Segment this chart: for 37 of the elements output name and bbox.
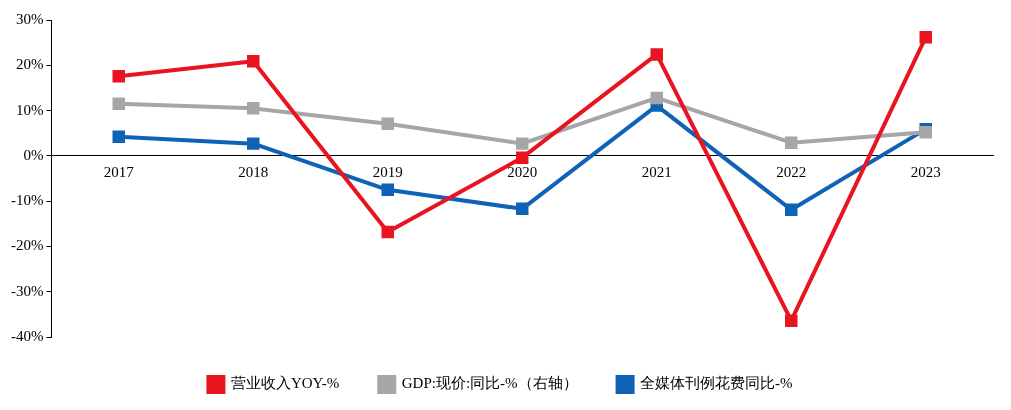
x-tick-label: 2019 (372, 163, 403, 180)
y-tick-label: -20% (10, 237, 44, 254)
point (112, 69, 125, 83)
point (785, 136, 798, 149)
point (650, 91, 663, 105)
point (247, 137, 260, 150)
legend-label: GDP:现价:同比-%（右轴） (401, 375, 578, 392)
point (112, 130, 125, 144)
y-tick-label: -30% (10, 282, 44, 299)
y-tick-label: 0% (23, 146, 44, 163)
point (381, 117, 394, 130)
x-tick-label: 2020 (507, 163, 538, 180)
point (919, 30, 932, 44)
point (919, 126, 932, 139)
point (247, 54, 260, 68)
x-tick-label: 2017 (103, 163, 135, 180)
y-tick-label: -40% (10, 327, 44, 344)
point (112, 97, 125, 111)
x-tick-label: 2021 (641, 163, 672, 180)
x-tick-label: 2018 (238, 163, 269, 180)
point (381, 183, 394, 197)
x-tick-label: 2023 (910, 163, 941, 180)
legend-label: 全媒体刊例花费同比-% (640, 375, 793, 392)
y-tick-label: 10% (15, 101, 44, 118)
x-tick-label: 2022 (776, 163, 807, 180)
point (785, 203, 798, 216)
y-tick-label: 20% (15, 56, 44, 73)
point (516, 202, 529, 216)
y-tick-label: -10% (10, 192, 44, 209)
point (516, 151, 529, 164)
y-tick-label: 30% (15, 10, 44, 27)
point (785, 314, 798, 327)
point (650, 48, 663, 61)
legend-label: 营业收入YOY-% (230, 375, 340, 392)
point (381, 225, 394, 239)
point (516, 137, 529, 150)
point (247, 102, 260, 115)
